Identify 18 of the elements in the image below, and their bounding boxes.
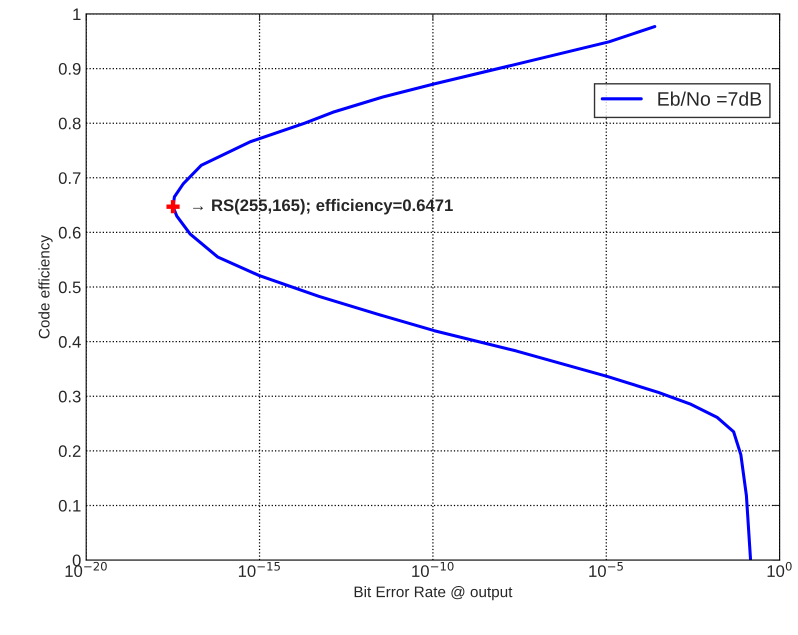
y-tick-label: 0.7 — [58, 172, 80, 184]
annotation: → RS(255,165); efficiency=0.6471 — [193, 198, 453, 214]
x-tick-label: 10$^{−5}$ — [589, 562, 623, 578]
y-tick-label: 0.9 — [58, 62, 81, 75]
y-tick-label: 0.5 — [58, 281, 81, 294]
y-tick-label: 0.8 — [58, 118, 81, 130]
x-tick-label: 10$^{−10}$ — [412, 562, 454, 578]
y-tick-label: 0.3 — [58, 390, 81, 402]
y-tick-label: 1 — [73, 8, 81, 20]
legend-label: Eb/No =7dB — [658, 92, 762, 106]
x-tick-label: 10$^{−15}$ — [238, 562, 280, 578]
y-tick-label: 0.2 — [58, 445, 80, 458]
y-tick-label: 0.1 — [58, 500, 81, 512]
x-axis-title: Bit Error Rate @ output — [354, 586, 512, 600]
x-tick-label: 10$^{0}$ — [768, 562, 792, 578]
y-tick-label: 0.6 — [58, 226, 81, 239]
y-tick-label: 0.4 — [58, 336, 81, 348]
y-axis-title: Code efficiency — [38, 234, 53, 338]
